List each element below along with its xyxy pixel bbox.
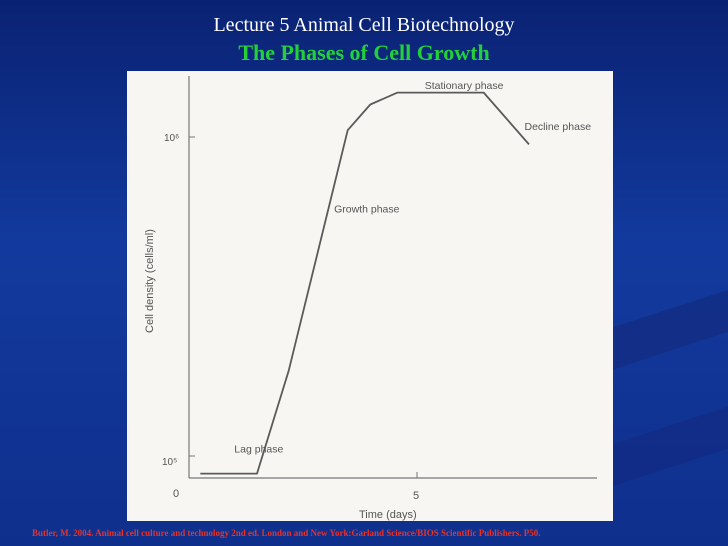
x-tick-label-0: 0 [173,488,179,500]
phase-annotation-lag-phase: Lag phase [234,444,283,456]
y-tick-label-1e6: 10⁶ [164,133,179,144]
phase-annotation-decline-phase: Decline phase [525,121,592,133]
phase-annotation-stationary-phase: Stationary phase [425,80,504,92]
background-decoration [598,270,728,370]
citation-footer: Butler, M. 2004. Animal cell culture and… [32,528,541,538]
growth-curve-chart: 10⁶ 10⁵ 0 5 Time (days) Cell density (ce… [144,76,597,521]
y-axis-label: Cell density (cells/ml) [144,229,156,333]
lecture-title: Lecture 5 Animal Cell Biotechnology [213,14,515,36]
phase-annotation-growth-phase: Growth phase [334,203,400,215]
slide-heading: The Phases of Cell Growth [238,40,490,65]
chart-figure: 10⁶ 10⁵ 0 5 Time (days) Cell density (ce… [127,71,613,521]
x-axis-label: Time (days) [359,509,417,521]
x-tick-label-5: 5 [413,490,419,502]
y-tick-label-1e5: 10⁵ [162,457,177,468]
slide-title: Lecture 5 Animal Cell Biotechnology The … [0,12,728,68]
growth-curve-line [200,91,530,475]
